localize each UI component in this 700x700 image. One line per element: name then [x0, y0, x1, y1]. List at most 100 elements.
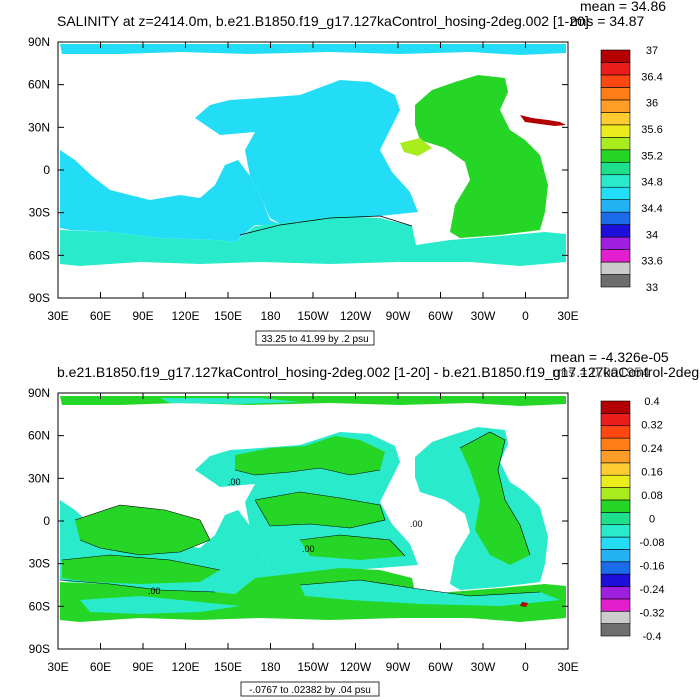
- axes: 30E 60E 90E 120E 150E 180 150W 120W 90W 60W 30W 0 30…: [28, 386, 579, 674]
- indian-positive: [75, 505, 210, 555]
- y-tick-label: 90S: [29, 291, 50, 305]
- colorbar-box: [600, 261, 631, 275]
- colorbar-box: [600, 161, 631, 176]
- negative-spot: [520, 602, 528, 607]
- colorbar-box: [600, 49, 631, 63]
- pacific-ocean: [195, 80, 418, 225]
- mean-stat: mean = -4.326e-05: [550, 349, 669, 365]
- colorbar-box: [600, 124, 631, 138]
- x-tick-label: 150E: [214, 660, 242, 674]
- salinity-panel: SALINITY at z=2414.0m, b.e21.B1850.f19_g…: [28, 0, 666, 346]
- colorbar-label: 0.24: [641, 443, 662, 455]
- colorbar-box: [600, 413, 631, 427]
- difference-panel: b.e21.B1850.f19_g17.127kaControl_hosing-…: [28, 349, 700, 697]
- y-tick-label: 90N: [28, 386, 50, 400]
- x-tick-label: 90E: [132, 660, 153, 674]
- colorbar-box: [600, 224, 631, 238]
- southern-negative: [300, 580, 560, 606]
- x-tick-label: 0: [522, 309, 529, 323]
- x-tick-label: 30E: [557, 660, 578, 674]
- colorbar-box: [600, 437, 631, 451]
- x-tick-label: 60W: [428, 660, 453, 674]
- colorbar-label: -0.16: [639, 561, 664, 573]
- gulf-patch: [400, 138, 432, 156]
- x-tick-label: 30W: [471, 660, 496, 674]
- contours: [59, 431, 541, 597]
- southern-ocean: [60, 216, 566, 266]
- colorbar-label: 0.32: [641, 420, 662, 432]
- pacific-positive: [300, 535, 405, 560]
- colorbar-box: [600, 249, 631, 263]
- atlantic-positive: [460, 432, 530, 565]
- x-tick-label: 60E: [90, 309, 111, 323]
- colorbar-box: [600, 623, 631, 637]
- pacific-positive: [235, 436, 385, 475]
- colorbar-box: [600, 137, 631, 151]
- axes: 30E 60E 90E 120E 150E 180 150W 120W 90W 60W 30W 0 30…: [28, 35, 579, 323]
- x-tick-label: 120E: [171, 309, 199, 323]
- x-tick-label: 30W: [471, 309, 496, 323]
- contour-label: .00: [148, 586, 161, 596]
- colorbar-label: 0.4: [644, 396, 659, 408]
- range-label: 33.25 to 41.99 by .2 psu: [261, 334, 368, 345]
- x-tick-label: 180: [260, 309, 280, 323]
- colorbar-box: [600, 274, 631, 288]
- colorbar-box: [600, 425, 631, 439]
- colorbar-box: [600, 211, 631, 225]
- arctic-ocean: [60, 44, 566, 55]
- colorbar-label: 33.6: [641, 256, 662, 268]
- colorbar-label: -0.32: [639, 608, 664, 620]
- range-box: [240, 681, 380, 697]
- contour-label: .00: [228, 477, 241, 487]
- x-tick-label: 150E: [214, 309, 242, 323]
- y-tick-label: 30N: [28, 471, 50, 485]
- y-tick-label: 30S: [29, 206, 50, 220]
- mediterranean: [520, 115, 566, 126]
- colorbar-label: 35.6: [641, 124, 662, 136]
- x-tick-label: 30E: [47, 309, 68, 323]
- x-tick-label: 60E: [90, 660, 111, 674]
- arctic-cyan: [160, 398, 300, 404]
- y-tick-label: 90N: [28, 35, 50, 49]
- colorbar-box: [600, 487, 631, 501]
- colorbar-box: [600, 112, 631, 126]
- colorbar-label: 34.4: [641, 203, 662, 215]
- x-tick-label: 120W: [340, 309, 372, 323]
- y-tick-label: 0: [43, 514, 50, 528]
- y-tick-label: 90S: [29, 642, 50, 656]
- x-tick-label: 150W: [297, 660, 329, 674]
- colorbar-box: [600, 236, 631, 250]
- contour-labels: .00 .00 .00 .00: [148, 477, 423, 596]
- colorbar-label: 37: [646, 45, 658, 57]
- map-field: .00 .00 .00 .00: [59, 396, 566, 622]
- x-tick-label: 150W: [297, 309, 329, 323]
- colorbar-label: 0: [649, 514, 655, 526]
- colorbar-label: 33: [646, 282, 658, 294]
- colorbar-box: [600, 62, 631, 76]
- colorbar-box: [600, 561, 631, 575]
- colorbar-box: [600, 87, 631, 101]
- y-tick-label: 60S: [29, 248, 50, 262]
- colorbar-box: [600, 450, 631, 464]
- rms-stat: rms = 0.001954: [552, 364, 650, 380]
- panel-title: SALINITY at z=2414.0m, b.e21.B1850.f19_g…: [57, 13, 589, 29]
- colorbar-box: [600, 149, 631, 163]
- range-box: [255, 330, 375, 346]
- x-tick-label: 120W: [340, 660, 372, 674]
- colorbar-label: 0.08: [641, 490, 662, 502]
- colorbar-box: [600, 610, 631, 624]
- y-tick-label: 60N: [28, 429, 50, 443]
- colorbar-box: [600, 74, 631, 88]
- x-tick-label: 120E: [171, 660, 199, 674]
- colorbar-label: -0.08: [639, 537, 664, 549]
- rms-stat: rms = 34.87: [570, 13, 645, 29]
- colorbar-label: -0.4: [643, 631, 662, 643]
- colorbar-box: [600, 186, 631, 200]
- southern-contour: [239, 215, 413, 236]
- colorbar-box: [600, 199, 631, 213]
- colorbar-label: 35.2: [641, 150, 662, 162]
- x-tick-label: 30E: [557, 309, 578, 323]
- atlantic-ocean: [415, 75, 548, 238]
- x-tick-label: 180: [260, 660, 280, 674]
- colorbar-box: [600, 524, 631, 538]
